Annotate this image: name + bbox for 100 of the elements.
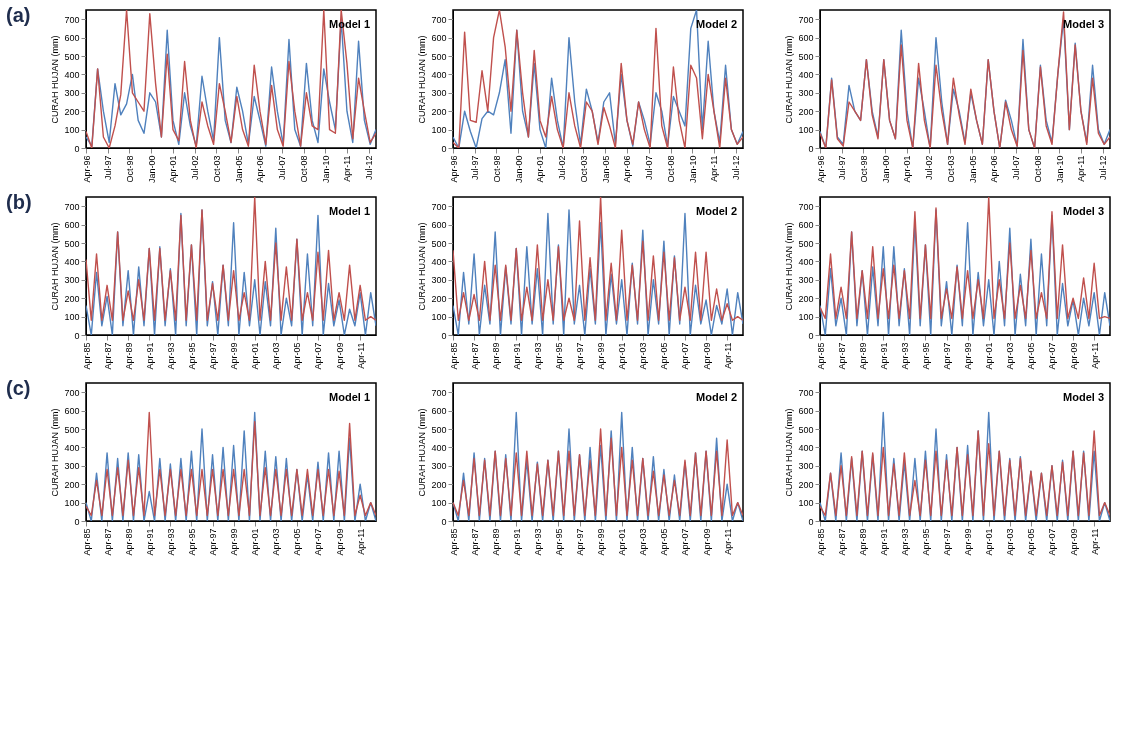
x-tick-label: Jul-97 [103,155,114,181]
x-tick-label: Apr-05 [1026,342,1037,370]
y-tick-label: 0 [74,330,80,341]
y-tick-label: 200 [798,106,814,117]
y-tick-label: 700 [64,14,80,25]
y-tick-label: 200 [64,293,80,304]
x-tick-label: Apr-01 [984,342,995,370]
x-tick-label: Apr-09 [701,528,712,556]
x-tick-label: Apr-97 [575,528,586,556]
y-axis-title: CURAH HUJAN (mm) [50,408,61,497]
x-tick-label: Apr-99 [596,528,607,556]
x-tick-label: Apr-01 [984,528,995,556]
y-tick-label: 500 [64,51,80,62]
x-tick-label: Oct-98 [491,155,502,183]
x-tick-label: Apr-97 [575,342,586,370]
y-tick-label: 600 [64,33,80,44]
x-tick-label: Apr-93 [532,342,543,370]
x-tick-label: Oct-08 [666,155,676,183]
y-tick-label: 200 [64,479,80,490]
y-tick-label: 500 [431,238,447,249]
text: Model 2 [696,391,737,403]
x-tick-label: Apr-03 [638,342,649,370]
x-tick-label: Jul-07 [644,155,655,181]
x-tick-label: Apr-85 [448,342,459,370]
x-tick-label: Jul-07 [1011,155,1022,181]
y-tick-label: 700 [798,14,814,25]
x-tick-label: Apr-01 [168,155,179,183]
y-tick-label: 0 [74,516,80,527]
x-tick-label: Apr-11 [1089,342,1100,369]
y-tick-label: 400 [431,442,447,453]
x-tick-label: Jul-07 [277,155,288,181]
y-tick-label: 600 [431,33,447,44]
y-tick-label: 100 [798,498,814,509]
x-tick-label: Apr-95 [553,528,564,556]
x-tick-label: Jan-10 [687,155,698,184]
x-tick-label: Oct-08 [1033,155,1043,183]
y-tick-label: 700 [431,387,447,398]
y-tick-label: 100 [431,498,447,509]
y-tick-label: 300 [431,88,447,99]
x-tick-label: Apr-99 [596,342,607,370]
x-tick-label: Apr-95 [920,528,931,556]
y-tick-label: 0 [808,330,814,341]
x-tick-label: Apr-09 [1068,342,1079,370]
x-tick-label: Oct-98 [858,155,869,183]
text: Model 3 [1063,205,1104,217]
y-tick-label: 700 [431,201,447,212]
x-tick-label: Apr-91 [144,342,155,370]
y-tick-label: 700 [798,387,814,398]
x-tick-label: Jan-00 [513,155,524,184]
x-tick-label: Apr-11 [355,342,366,369]
x-tick-label: Jan-05 [967,155,978,184]
x-tick-label: Apr-06 [622,155,633,183]
x-tick-label: Apr-87 [836,342,847,370]
text: (c) [6,377,31,399]
x-tick-label: Apr-01 [617,528,628,556]
x-tick-label: Apr-99 [963,342,974,370]
y-tick-label: 300 [64,461,80,472]
x-tick-label: Apr-95 [186,528,197,556]
x-tick-label: Apr-95 [186,342,197,370]
x-tick-label: Apr-07 [1047,528,1058,556]
y-axis-title: CURAH HUJAN (mm) [784,222,795,311]
x-tick-label: Apr-07 [313,342,324,370]
x-tick-label: Apr-87 [469,342,480,370]
x-tick-label: Jul-97 [470,155,481,181]
y-axis-title: CURAH HUJAN (mm) [50,222,61,311]
x-tick-label: Jul-12 [364,155,375,181]
y-tick-label: 200 [431,106,447,117]
y-tick-label: 200 [431,479,447,490]
x-tick-label: Apr-11 [709,155,720,182]
y-tick-label: 600 [431,220,447,231]
x-tick-label: Apr-95 [920,342,931,370]
x-tick-label: Apr-11 [355,528,366,555]
y-tick-label: 500 [431,51,447,62]
x-tick-label: Jan-05 [233,155,244,184]
x-tick-label: Apr-11 [722,342,733,369]
y-tick-label: 300 [798,88,814,99]
y-tick-label: 500 [64,238,80,249]
x-tick-label: Apr-95 [553,342,564,370]
x-tick-label: Apr-93 [899,528,910,556]
x-tick-label: Oct-03 [211,155,222,183]
x-tick-label: Jul-02 [924,155,935,181]
y-axis-title: CURAH HUJAN (mm) [417,222,428,311]
x-tick-label: Apr-01 [617,342,628,370]
x-tick-label: Oct-03 [945,155,956,183]
x-tick-label: Apr-05 [659,528,670,556]
x-tick-label: Apr-99 [963,528,974,556]
x-tick-label: Apr-87 [102,528,113,556]
x-tick-label: Apr-96 [815,155,826,183]
y-tick-label: 300 [64,88,80,99]
y-tick-label: 200 [64,106,80,117]
y-tick-label: 400 [798,256,814,267]
y-tick-label: 300 [431,461,447,472]
x-tick-label: Jan-10 [1054,155,1065,184]
x-tick-label: Apr-07 [313,528,324,556]
x-tick-label: Apr-99 [229,342,240,370]
y-tick-label: 200 [798,293,814,304]
x-tick-label: Apr-85 [81,528,92,556]
x-tick-label: Apr-09 [334,528,345,556]
x-tick-label: Apr-97 [942,342,953,370]
y-tick-label: 0 [808,516,814,527]
